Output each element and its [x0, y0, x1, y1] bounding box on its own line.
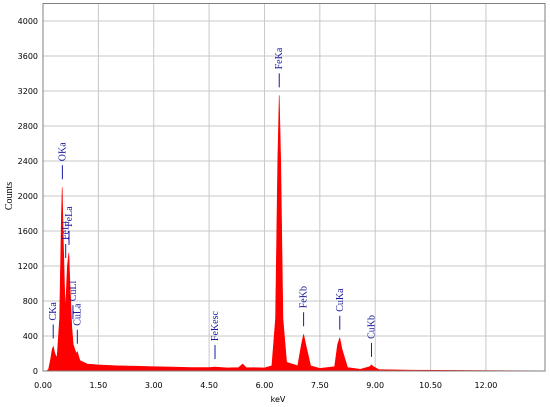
peak-label: FeKb — [299, 286, 310, 308]
plot-area — [43, 3, 545, 371]
x-tick-label: 1.50 — [89, 381, 107, 390]
x-tick-label: 7.50 — [311, 381, 329, 390]
y-tick-label: 3600 — [18, 52, 38, 61]
peak-label: FeKesc — [210, 311, 221, 342]
y-tick-label: 3200 — [18, 87, 38, 96]
x-tick-label: 4.50 — [200, 381, 218, 390]
y-tick-label: 2800 — [18, 122, 38, 131]
peak-label: CuLa — [72, 303, 83, 326]
y-tick-label: 800 — [23, 297, 38, 306]
spectrum-area — [43, 95, 546, 372]
plot-frame — [42, 3, 546, 372]
peak-label: CuKb — [367, 315, 378, 339]
peak-label: FeLl — [61, 221, 72, 240]
y-tick-label: 2000 — [18, 192, 38, 201]
peak-label: CuKa — [335, 288, 346, 312]
x-tick-label: 3.00 — [145, 381, 163, 390]
x-tick-label: 6.00 — [256, 381, 274, 390]
x-tick-label: 10.50 — [419, 381, 442, 390]
y-tick-label: 1200 — [18, 262, 38, 271]
peak-label: CuLl — [68, 280, 79, 301]
peak-label: CKa — [48, 302, 59, 321]
peak-label: FeKa — [274, 47, 285, 69]
y-tick-label: 2400 — [18, 157, 38, 166]
peak-label: OKa — [57, 142, 68, 161]
y-axis-label: Counts — [4, 182, 15, 210]
x-tick-label: 9.00 — [366, 381, 384, 390]
y-tick-label: 0 — [33, 367, 38, 376]
x-axis-label: keV — [271, 395, 286, 404]
y-tick-label: 4000 — [18, 17, 38, 26]
peak-label: FeLa — [64, 206, 75, 227]
x-tick-label: 0.00 — [34, 381, 52, 390]
y-tick-label: 1600 — [18, 227, 38, 236]
y-tick-label: 400 — [23, 332, 38, 341]
x-tick-label: 12.00 — [474, 381, 497, 390]
